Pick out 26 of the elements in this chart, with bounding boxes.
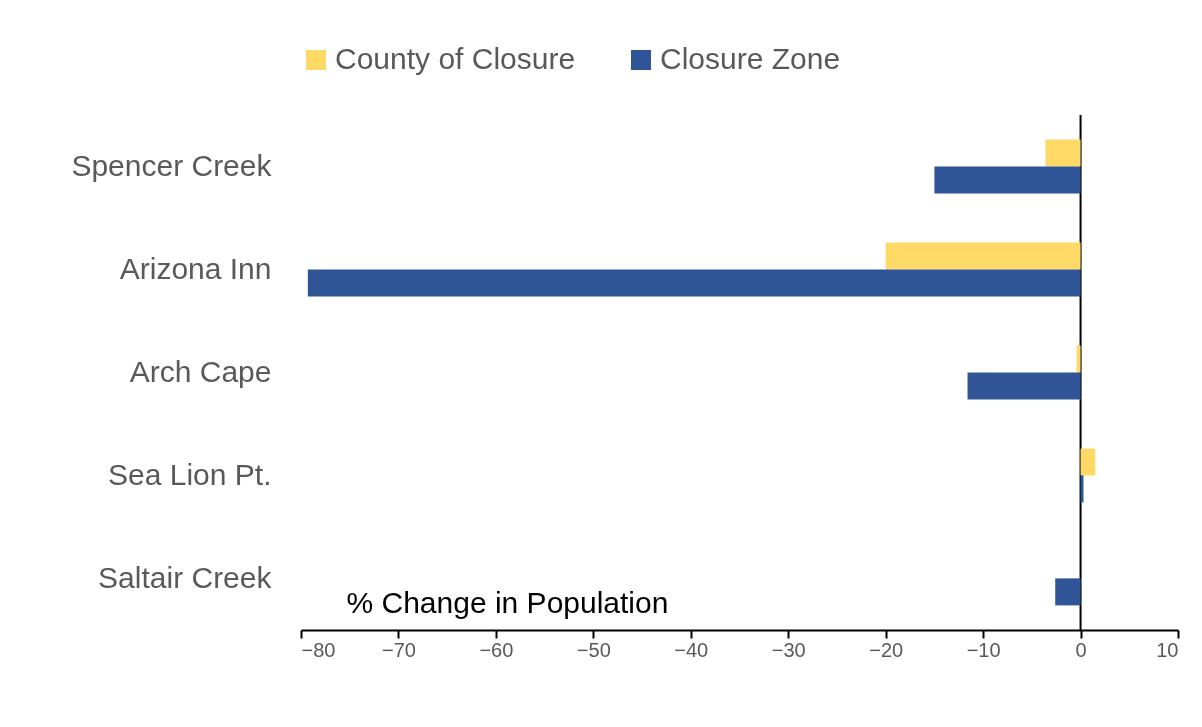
x-tick-label: 10 [1156, 638, 1179, 661]
x-tick-label: −60 [479, 638, 514, 661]
bar [1055, 578, 1081, 606]
x-tick-label: −40 [674, 638, 709, 661]
bar [1080, 448, 1096, 476]
y-tick-label: Saltair Creek [98, 560, 273, 594]
bar [307, 269, 1081, 297]
y-tick-label: Spencer Creek [71, 148, 273, 182]
legend-label: County of Closure [335, 42, 576, 75]
bar [1045, 139, 1081, 167]
x-tick-label: −80 [301, 638, 336, 661]
bar [934, 166, 1081, 194]
x-tick-label: −70 [381, 638, 416, 661]
legend-label: Closure Zone [660, 42, 841, 75]
x-tick-label: −30 [771, 638, 806, 661]
y-tick-label: Arizona Inn [119, 251, 272, 285]
x-tick-label: −50 [576, 638, 611, 661]
bar [885, 242, 1081, 270]
x-axis-title: % Change in Population [346, 585, 669, 619]
y-tick-label: Sea Lion Pt. [108, 457, 272, 491]
bar [967, 372, 1081, 400]
bar [1076, 345, 1081, 373]
x-tick-label: −20 [869, 638, 904, 661]
x-tick-label: −10 [966, 638, 1001, 661]
y-tick-label: Arch Cape [129, 354, 272, 388]
x-tick-label: 0 [1075, 638, 1087, 661]
